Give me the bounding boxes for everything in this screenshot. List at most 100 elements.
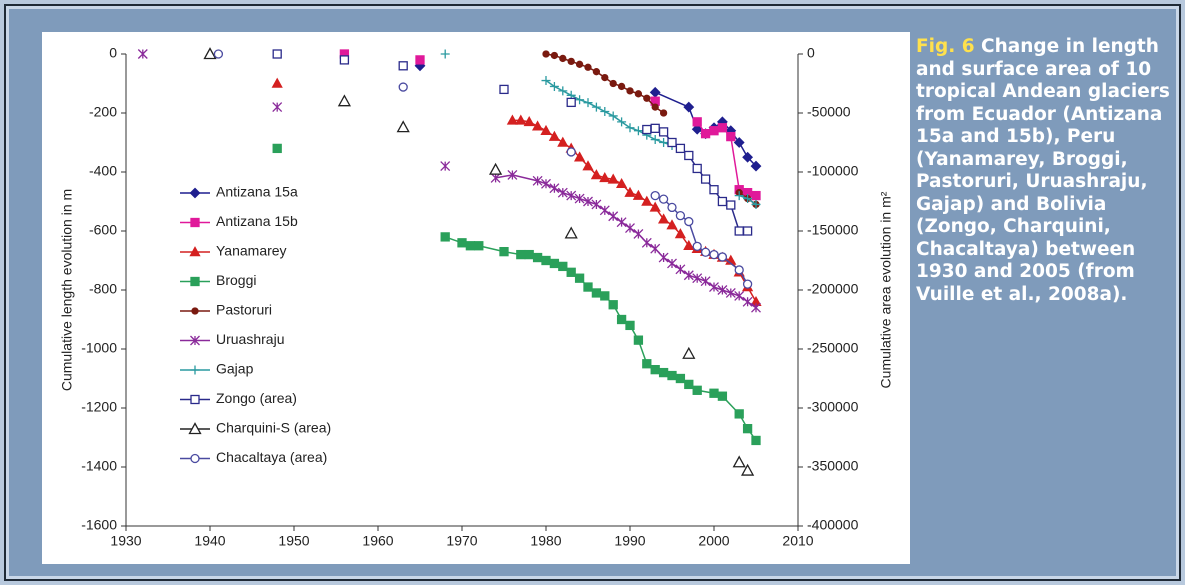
point bbox=[558, 261, 568, 272]
point bbox=[633, 228, 644, 239]
point bbox=[557, 187, 568, 198]
point bbox=[415, 55, 425, 65]
x-tick-label: 1990 bbox=[614, 533, 645, 549]
x-tick-label: 1980 bbox=[530, 533, 561, 549]
x-tick-label: 1970 bbox=[446, 533, 477, 549]
legend-marker bbox=[189, 246, 201, 257]
series bbox=[440, 49, 761, 209]
point bbox=[337, 94, 351, 107]
point bbox=[692, 385, 702, 395]
point bbox=[751, 302, 761, 313]
series-line bbox=[545, 79, 673, 147]
point bbox=[490, 172, 501, 183]
legend-label: Chacaltaya (area) bbox=[216, 449, 327, 465]
point bbox=[203, 47, 217, 60]
point bbox=[641, 237, 652, 248]
point bbox=[667, 202, 677, 213]
point bbox=[684, 379, 694, 390]
y-tick-label: -1200 bbox=[81, 399, 117, 415]
point bbox=[675, 143, 686, 154]
point bbox=[692, 241, 702, 251]
point bbox=[658, 367, 669, 378]
point bbox=[506, 114, 519, 125]
point bbox=[499, 246, 509, 257]
legend-marker bbox=[191, 307, 199, 315]
point bbox=[272, 102, 283, 113]
point bbox=[726, 131, 736, 142]
point bbox=[590, 169, 603, 180]
y-tick-label: -600 bbox=[89, 222, 117, 238]
point bbox=[532, 175, 543, 186]
point bbox=[566, 190, 577, 201]
point bbox=[667, 137, 677, 148]
legend-marker bbox=[190, 365, 200, 375]
point bbox=[734, 191, 744, 201]
x-tick-label: 1940 bbox=[194, 533, 225, 549]
point bbox=[271, 77, 283, 88]
point bbox=[601, 73, 609, 82]
point bbox=[742, 151, 754, 163]
point bbox=[642, 359, 652, 369]
point bbox=[574, 193, 585, 204]
legend-label: Yanamarey bbox=[216, 243, 287, 259]
point bbox=[632, 189, 645, 200]
point bbox=[709, 126, 719, 136]
point bbox=[608, 111, 618, 121]
point bbox=[682, 346, 696, 359]
point bbox=[474, 241, 484, 251]
legend-marker bbox=[190, 453, 200, 464]
point bbox=[396, 120, 410, 133]
legend-label: Antizana 15a bbox=[216, 184, 298, 200]
legend-label: Zongo (area) bbox=[216, 390, 297, 406]
point bbox=[717, 123, 728, 133]
point bbox=[566, 97, 576, 108]
point bbox=[734, 290, 745, 301]
point bbox=[734, 409, 744, 419]
y-tick-label: -400 bbox=[89, 163, 117, 179]
point bbox=[650, 123, 660, 133]
point bbox=[137, 49, 148, 59]
legend-marker bbox=[190, 276, 200, 287]
point bbox=[591, 102, 601, 112]
series bbox=[203, 47, 755, 476]
point bbox=[608, 211, 619, 222]
point bbox=[683, 270, 694, 281]
point bbox=[734, 226, 744, 236]
point bbox=[700, 247, 711, 257]
y2-tick-label: -100000 bbox=[807, 163, 859, 179]
point bbox=[272, 49, 282, 59]
point bbox=[634, 90, 643, 98]
point bbox=[650, 135, 660, 145]
point bbox=[633, 126, 643, 136]
point bbox=[709, 388, 719, 398]
y2-tick-label: -200000 bbox=[807, 281, 859, 297]
point bbox=[549, 183, 560, 194]
point bbox=[550, 51, 559, 60]
point bbox=[641, 195, 653, 206]
point bbox=[440, 161, 451, 172]
point bbox=[732, 455, 746, 468]
point bbox=[600, 291, 610, 301]
point bbox=[499, 84, 509, 95]
point bbox=[751, 199, 761, 209]
point bbox=[617, 117, 627, 127]
point bbox=[650, 190, 660, 201]
point bbox=[523, 116, 535, 127]
point bbox=[616, 314, 627, 325]
legend-marker bbox=[189, 187, 201, 199]
point bbox=[566, 147, 576, 157]
point bbox=[541, 76, 551, 86]
y2-tick-label: -50000 bbox=[807, 104, 851, 120]
frame: Cumulative length evolution in m Cumulat… bbox=[4, 4, 1181, 581]
legend-marker bbox=[190, 394, 200, 405]
point bbox=[507, 169, 518, 180]
point bbox=[559, 54, 567, 63]
chart: Cumulative length evolution in m Cumulat… bbox=[42, 32, 910, 564]
point bbox=[339, 55, 350, 65]
point bbox=[583, 282, 593, 292]
point bbox=[558, 86, 568, 96]
series bbox=[137, 49, 761, 313]
x-tick-label: 1930 bbox=[110, 533, 141, 549]
point bbox=[626, 87, 634, 95]
point bbox=[515, 114, 527, 125]
